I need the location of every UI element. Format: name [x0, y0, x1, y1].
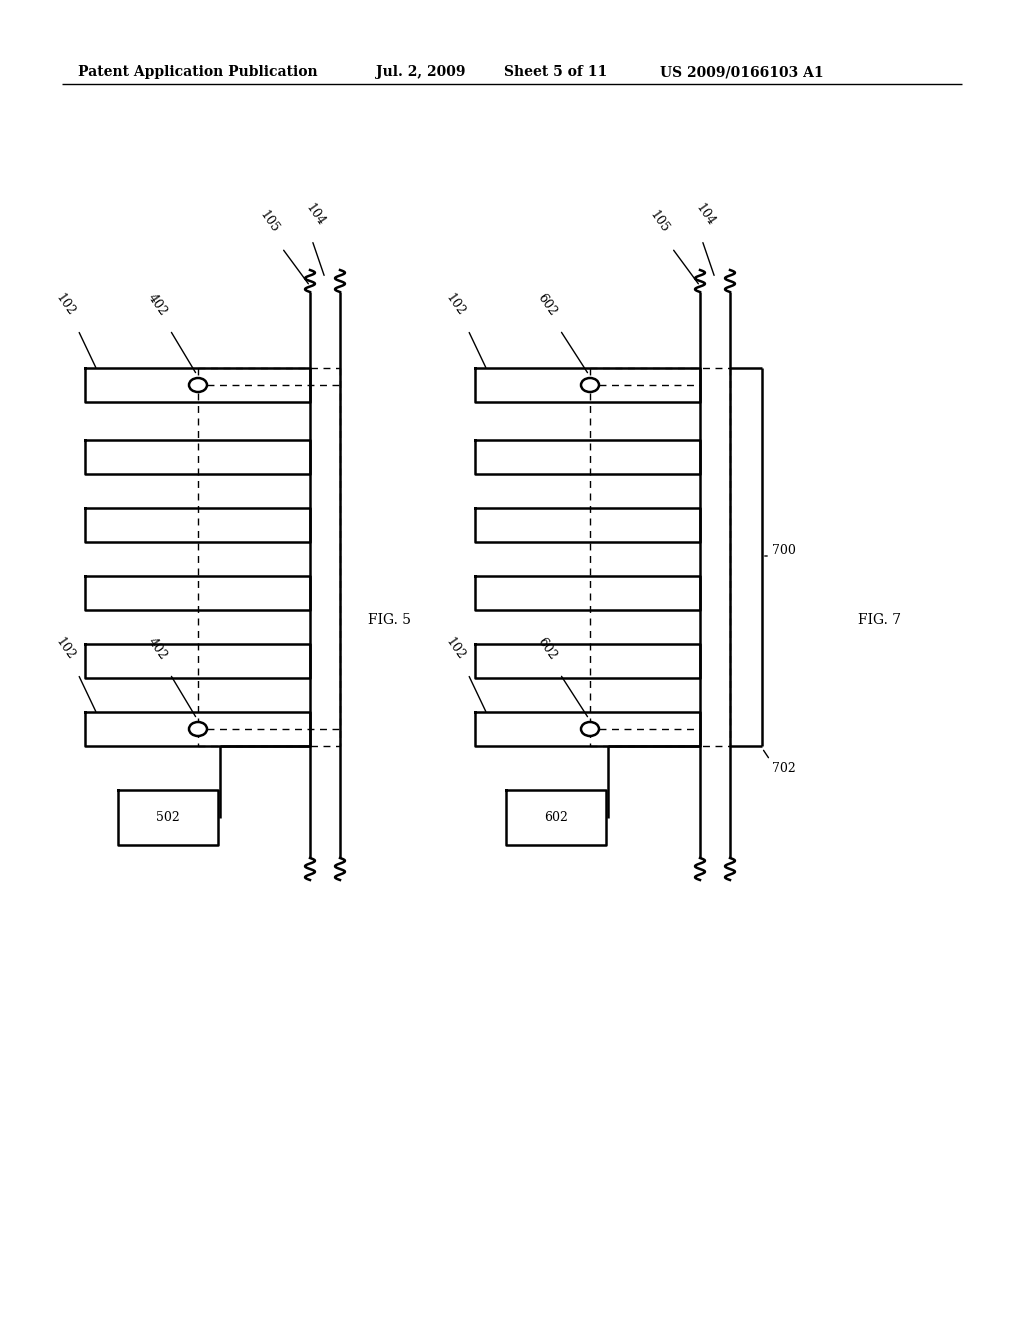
- Polygon shape: [85, 508, 310, 543]
- Polygon shape: [475, 440, 700, 474]
- Text: 402: 402: [144, 635, 169, 663]
- Text: 602: 602: [544, 810, 568, 824]
- Polygon shape: [85, 576, 310, 610]
- Ellipse shape: [581, 378, 599, 392]
- Text: FIG. 7: FIG. 7: [858, 612, 901, 627]
- Polygon shape: [475, 368, 700, 403]
- Polygon shape: [475, 711, 700, 746]
- Polygon shape: [475, 576, 700, 610]
- Text: 102: 102: [53, 290, 77, 318]
- Text: 502: 502: [156, 810, 180, 824]
- Text: 700: 700: [772, 544, 796, 557]
- Text: 102: 102: [53, 635, 77, 663]
- Text: 105: 105: [647, 209, 671, 235]
- Polygon shape: [85, 368, 310, 403]
- Text: 104: 104: [693, 201, 717, 228]
- Ellipse shape: [189, 722, 207, 737]
- Text: Sheet 5 of 11: Sheet 5 of 11: [504, 65, 607, 79]
- Polygon shape: [475, 644, 700, 678]
- Polygon shape: [475, 508, 700, 543]
- Polygon shape: [85, 711, 310, 746]
- Polygon shape: [85, 440, 310, 474]
- Text: Patent Application Publication: Patent Application Publication: [78, 65, 317, 79]
- Text: 602: 602: [535, 290, 559, 318]
- Text: 402: 402: [144, 290, 169, 318]
- Text: 104: 104: [303, 201, 328, 228]
- Text: 102: 102: [442, 635, 467, 663]
- Text: 602: 602: [535, 635, 559, 663]
- Text: 702: 702: [772, 762, 796, 775]
- Ellipse shape: [581, 722, 599, 737]
- Polygon shape: [85, 644, 310, 678]
- Ellipse shape: [189, 378, 207, 392]
- Text: Jul. 2, 2009: Jul. 2, 2009: [376, 65, 466, 79]
- Text: 102: 102: [442, 290, 467, 318]
- Text: 105: 105: [257, 209, 282, 235]
- Text: US 2009/0166103 A1: US 2009/0166103 A1: [660, 65, 823, 79]
- Text: FIG. 5: FIG. 5: [368, 612, 411, 627]
